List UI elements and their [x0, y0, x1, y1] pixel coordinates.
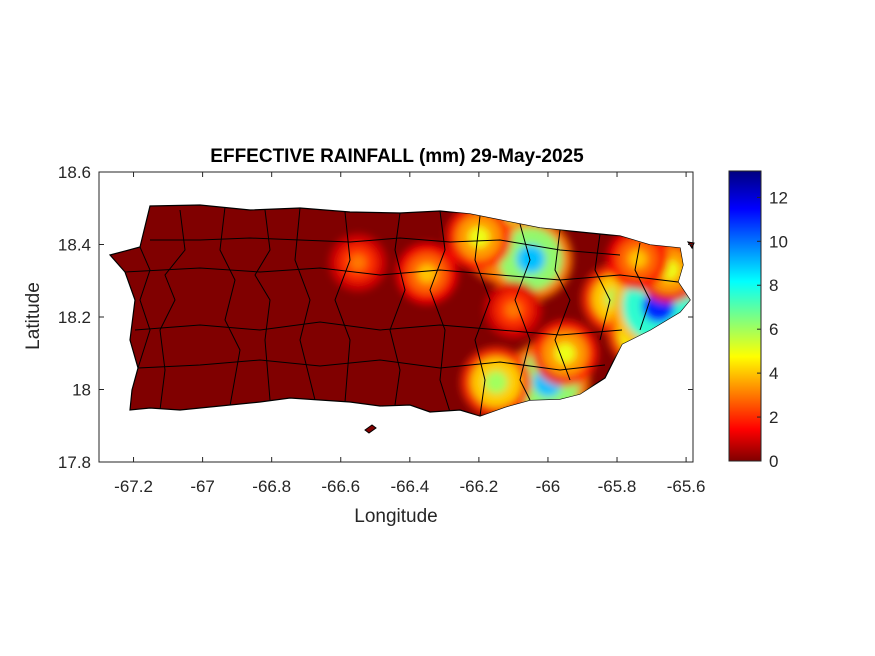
rain-area-core: [554, 342, 576, 364]
x-axis-label: Longitude: [354, 506, 437, 527]
y-tick-label: 18.4: [58, 236, 91, 255]
rain-area-core: [516, 244, 545, 274]
municipality-boundaries: [124, 206, 679, 416]
colorbar-tick-label: 8: [769, 276, 778, 295]
rain-area-core: [468, 226, 490, 248]
colorbar: 0 2 4 6 8 10 12: [728, 170, 788, 471]
colorbar-tick-label: 6: [769, 320, 778, 339]
rain-area-core: [417, 264, 437, 283]
y-tick-label: 17.8: [58, 453, 91, 472]
colorbar-tick-label: 0: [769, 452, 778, 471]
y-tick-label: 18: [72, 381, 91, 400]
rain-area-core: [484, 370, 508, 394]
rain-area-core: [505, 301, 522, 319]
x-tick-label: -66.6: [321, 477, 360, 496]
vieques-fragment: [364, 424, 377, 434]
y-tick-label: 18.2: [58, 308, 91, 327]
colorbar-tick-label: 2: [769, 408, 778, 427]
x-axis: -67.2 -67 -66.8 -66.6 -66.4 -66.2 -66 -65.8 -65.…: [114, 172, 705, 496]
x-tick-label: -65.8: [598, 477, 637, 496]
colorbar-tick-label: 4: [769, 364, 778, 383]
x-tick-label: -66.8: [252, 477, 291, 496]
rain-area-core: [628, 249, 648, 269]
x-tick-label: -67: [190, 477, 215, 496]
colorbar-tick-label: 12: [769, 188, 788, 207]
y-axis: 17.8 18 18.2 18.4 18.6: [58, 163, 693, 472]
x-tick-label: -66: [536, 477, 561, 496]
y-axis-label: Latitude: [23, 282, 44, 350]
chart-title: EFFECTIVE RAINFALL (mm) 29-May-2025: [210, 146, 584, 167]
y-tick-label: 18.6: [58, 163, 91, 182]
x-tick-label: -66.2: [460, 477, 499, 496]
colorbar-tick-label: 10: [769, 232, 788, 251]
x-tick-label: -65.6: [667, 477, 706, 496]
rain-area-core: [349, 254, 367, 271]
x-tick-label: -66.4: [390, 477, 429, 496]
x-tick-label: -67.2: [114, 477, 153, 496]
colorbar-gradient: [728, 170, 762, 462]
colorbar-ticks: 0 2 4 6 8 10 12: [757, 188, 788, 471]
